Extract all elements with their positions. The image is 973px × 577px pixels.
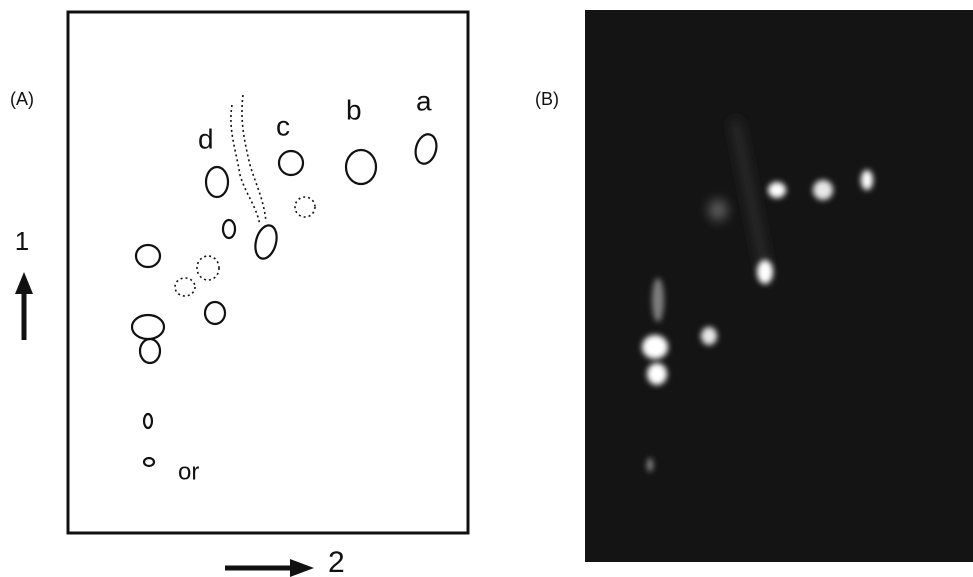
spot-label: d (198, 123, 214, 154)
arrow-right (225, 559, 314, 577)
figure: (A) d c b a or 1 2 (B) (0, 0, 973, 577)
spot-label: a (416, 85, 432, 116)
spot-label: b (346, 94, 362, 125)
panel-label: (A) (10, 89, 34, 109)
axis-label: 2 (328, 546, 345, 577)
panel-label: (B) (535, 89, 559, 109)
arrow-up (15, 272, 33, 340)
panel-frame (68, 12, 468, 533)
origin-label: or (178, 458, 199, 485)
spot-label: c (276, 110, 290, 141)
axis-label: 1 (15, 226, 29, 256)
photo (585, 10, 973, 562)
